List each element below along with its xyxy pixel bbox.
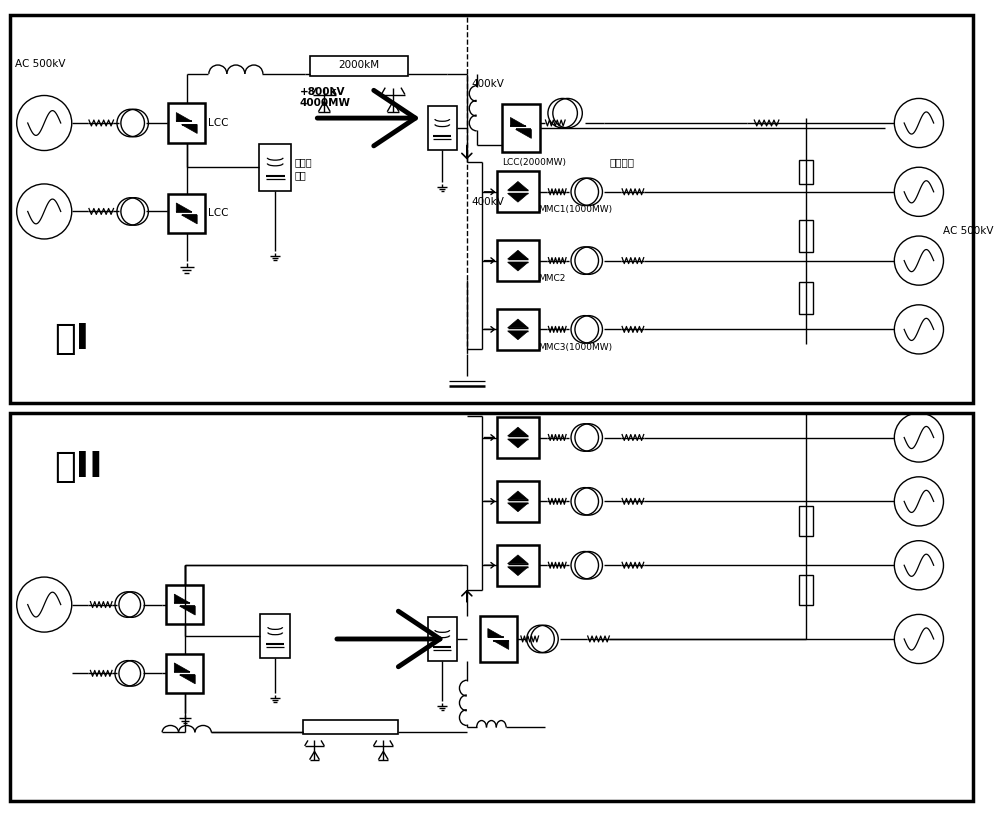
Text: 极I: 极I [54, 322, 89, 356]
Text: MMC2: MMC2 [539, 274, 566, 283]
Polygon shape [176, 113, 192, 121]
Polygon shape [508, 503, 528, 512]
Text: 4000MW: 4000MW [300, 98, 351, 108]
Polygon shape [508, 567, 528, 576]
Polygon shape [488, 628, 504, 637]
Text: 极II: 极II [54, 450, 103, 484]
Bar [497, 308, 539, 350]
Text: 400kV: 400kV [472, 196, 505, 207]
Text: LCC(2000MW): LCC(2000MW) [502, 158, 566, 167]
Polygon shape [174, 663, 190, 672]
Bar [168, 103, 205, 142]
Text: 2000kM: 2000kM [338, 60, 379, 70]
Bar [799, 506, 813, 536]
Polygon shape [508, 319, 528, 328]
Bar [166, 585, 203, 624]
Bar [799, 575, 813, 605]
Text: MMC1(1000MW): MMC1(1000MW) [539, 205, 613, 214]
Bar [497, 171, 539, 213]
Text: 波器: 波器 [295, 170, 307, 180]
Text: 400kV: 400kV [472, 79, 505, 88]
Polygon shape [508, 491, 528, 500]
Polygon shape [176, 203, 192, 212]
Bar [799, 160, 813, 184]
Text: 直流滤: 直流滤 [295, 157, 312, 168]
Text: 线路阻抗: 线路阻抗 [609, 157, 634, 168]
Bar [10, 413, 973, 801]
Polygon shape [508, 555, 528, 564]
Text: MMC3(1000MW): MMC3(1000MW) [539, 343, 613, 352]
Bar [310, 56, 408, 76]
Bar [497, 417, 539, 458]
Bar [428, 106, 457, 150]
Polygon shape [182, 215, 197, 224]
Polygon shape [508, 193, 528, 202]
Polygon shape [182, 124, 197, 133]
Polygon shape [508, 250, 528, 259]
Text: LCC: LCC [208, 209, 229, 218]
Bar [10, 15, 973, 403]
Bar [260, 614, 290, 658]
Polygon shape [508, 331, 528, 339]
Text: +800kV: +800kV [300, 87, 345, 97]
Polygon shape [174, 594, 190, 603]
Polygon shape [180, 606, 195, 615]
Bar [303, 720, 398, 735]
Polygon shape [510, 118, 526, 126]
Bar [799, 220, 813, 252]
Text: AC 500kV: AC 500kV [15, 59, 65, 69]
Bar [497, 481, 539, 522]
Bar [799, 282, 813, 313]
Polygon shape [516, 129, 531, 138]
Bar [502, 105, 540, 151]
Bar [259, 144, 291, 191]
Bar [428, 617, 457, 661]
Polygon shape [508, 439, 528, 447]
Polygon shape [508, 427, 528, 436]
Polygon shape [493, 640, 509, 649]
Polygon shape [508, 182, 528, 191]
Bar [497, 240, 539, 281]
Bar [166, 654, 203, 693]
Text: LCC: LCC [208, 118, 229, 128]
Polygon shape [180, 675, 195, 684]
Polygon shape [508, 262, 528, 271]
Text: AC 500kV: AC 500kV [943, 226, 994, 236]
Bar [168, 194, 205, 233]
Bar [497, 545, 539, 586]
Bar [480, 617, 517, 662]
